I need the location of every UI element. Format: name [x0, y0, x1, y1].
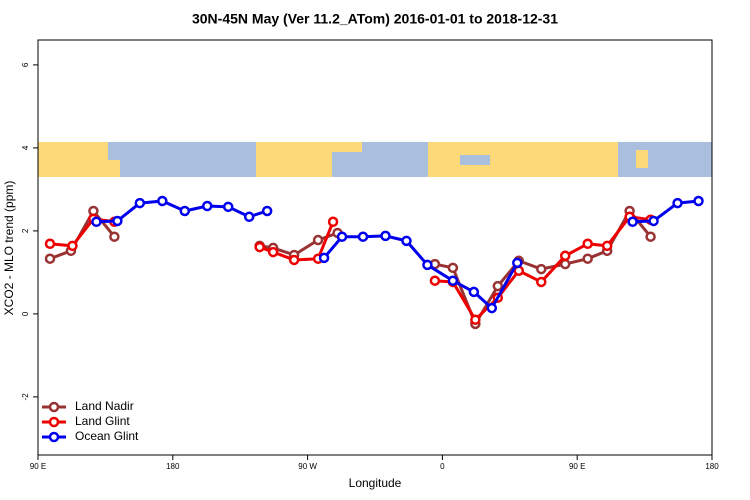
- map-land: [100, 160, 120, 177]
- y-tick-label: 0: [21, 311, 30, 316]
- map-land: [38, 142, 108, 177]
- map-land: [332, 142, 362, 152]
- data-point: [222, 201, 234, 213]
- data-point: [512, 257, 523, 269]
- x-tick-label: 0: [440, 462, 445, 471]
- data-point: [201, 200, 213, 212]
- data-point: [91, 216, 102, 228]
- x-tick-label: 90 E: [30, 462, 46, 471]
- y-tick-label: 2: [21, 228, 30, 233]
- x-axis-label: Longitude: [349, 476, 402, 490]
- legend-label: Land Nadir: [75, 399, 134, 413]
- data-point: [44, 238, 56, 250]
- data-point: [601, 240, 613, 252]
- map-land: [428, 142, 618, 177]
- data-point: [693, 195, 704, 207]
- map-land: [636, 150, 648, 168]
- data-point: [536, 263, 547, 275]
- data-point: [312, 234, 324, 246]
- legend-marker: [48, 401, 60, 413]
- data-point: [267, 246, 279, 258]
- data-point: [559, 250, 571, 262]
- data-point: [243, 211, 255, 223]
- map-sea: [460, 155, 490, 165]
- y-tick-label: -2: [21, 393, 30, 401]
- map-land: [256, 142, 332, 177]
- data-point: [67, 240, 78, 252]
- legend-marker: [48, 431, 60, 443]
- plot-frame: [37, 39, 713, 456]
- x-tick-label: 180: [705, 462, 719, 471]
- map-strip: [38, 142, 712, 177]
- y-tick-label: 4: [21, 145, 30, 150]
- data-point: [627, 216, 638, 228]
- data-point: [672, 197, 683, 209]
- data-point: [648, 215, 659, 227]
- data-point: [447, 275, 459, 286]
- y-tick-label: 6: [21, 62, 30, 67]
- data-point: [288, 254, 300, 266]
- data-point: [134, 197, 146, 209]
- x-tick-label: 90 W: [298, 462, 317, 471]
- data-point: [582, 253, 593, 264]
- legend-marker: [48, 416, 60, 428]
- data-point: [112, 215, 123, 227]
- y-axis-label: XCO2 - MLO trend (ppm): [2, 181, 16, 316]
- x-tick-label: 90 E: [569, 462, 585, 471]
- data-point: [336, 231, 348, 242]
- data-point: [645, 231, 656, 242]
- data-point: [157, 195, 168, 207]
- data-point: [261, 205, 273, 217]
- chart-title: 30N-45N May (Ver 11.2_ATom) 2016-01-01 t…: [192, 11, 558, 27]
- data-point: [318, 252, 330, 264]
- data-point: [486, 302, 498, 314]
- data-point: [468, 286, 480, 298]
- data-point: [44, 253, 56, 264]
- data-point: [559, 258, 571, 270]
- data-point: [492, 280, 504, 292]
- data-point: [254, 241, 265, 253]
- data-point: [429, 275, 441, 286]
- data-point: [422, 259, 433, 271]
- legend-label: Ocean Glint: [75, 429, 139, 443]
- data-point: [582, 238, 593, 250]
- data-point: [357, 231, 369, 242]
- data-point: [327, 216, 339, 228]
- data-point: [380, 230, 391, 242]
- x-tick-label: 180: [166, 462, 180, 471]
- legend-label: Land Glint: [75, 414, 130, 428]
- data-point: [536, 276, 547, 288]
- data-point: [109, 231, 120, 242]
- data-point: [179, 205, 191, 217]
- data-point: [447, 262, 459, 274]
- data-point: [401, 235, 412, 247]
- data-point: [470, 314, 481, 325]
